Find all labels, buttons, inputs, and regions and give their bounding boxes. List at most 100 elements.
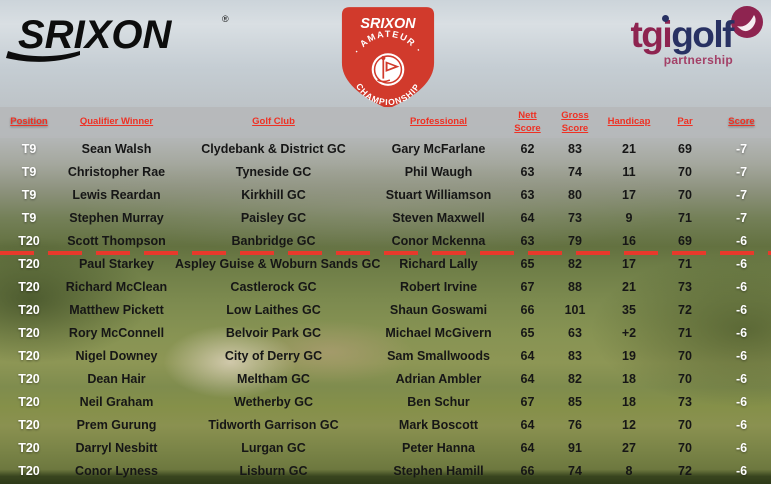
table-row: T20 Richard McClean Castlerock GC Robert Ir… [0,276,771,299]
cell-handicap: 18 [622,372,636,387]
cell-handicap: 35 [622,303,636,318]
tgi-wordmark: tgi golf [630,14,734,55]
cell-winner: Scott Thompson [67,234,166,249]
cell-score: -6 [735,349,748,364]
table-row: T20 Scott Thompson Banbridge GC Conor Mcken… [0,230,771,253]
cell-nett: 65 [520,326,535,341]
cell-club: Tyneside GC [235,165,312,180]
registered-mark: ® [222,14,229,24]
cell-professional: Ben Schur [407,395,470,410]
tgi-ball-icon [731,6,763,38]
cell-club: Paisley GC [240,211,307,226]
cell-professional: Richard Lally [399,257,478,272]
cell-club: Low Laithes GC [226,303,321,318]
cell-position: T20 [18,280,40,295]
table-row: T20 Matthew Pickett Low Laithes GC Shaun Go… [0,299,771,322]
cell-gross: 73 [568,211,582,226]
column-header-nett: Nett Score [514,110,541,134]
cell-professional: Stephen Hamill [393,464,484,479]
cell-winner: Sean Walsh [81,142,152,157]
column-header-score: Score [728,116,755,128]
cell-handicap: 27 [622,441,636,456]
cell-winner: Matthew Pickett [69,303,164,318]
cell-handicap: 9 [625,211,633,226]
cell-gross: 80 [568,188,582,203]
cell-winner: Nigel Downey [75,349,158,364]
cell-position: T9 [21,211,37,226]
cell-professional: Michael McGivern [385,326,492,341]
cell-position: T20 [18,372,40,387]
cell-par: 73 [678,395,692,410]
table-row: T20 Prem Gurung Tidworth Garrison GC Mark B… [0,414,771,437]
column-header-club: Golf Club [252,116,295,128]
cell-position: T20 [18,441,40,456]
cell-gross: 74 [568,464,582,479]
table-row: T20 Dean Hair Meltham GC Adrian Ambler 64 82 1… [0,368,771,391]
table-header-row: Position Qualifier Winner Golf Club Profess… [0,107,771,138]
cell-par: 72 [678,303,692,318]
cell-gross: 85 [568,395,582,410]
cell-handicap: 17 [622,257,636,272]
cell-nett: 63 [520,234,535,249]
table-row: T9 Stephen Murray Paisley GC Steven Maxwell… [0,207,771,230]
cell-professional: Peter Hanna [402,441,475,456]
leaderboard-rows: T9 Sean Walsh Clydebank & District GC Gary … [0,138,771,483]
table-row: T20 Conor Lyness Lisburn GC Stephen Hamill 6… [0,460,771,483]
cell-professional: Phil Waugh [404,165,473,180]
column-header-position: Position [10,116,48,128]
cell-professional: Steven Maxwell [392,211,485,226]
cell-winner: Neil Graham [79,395,154,410]
cell-winner: Conor Lyness [75,464,158,479]
cell-handicap: 18 [622,395,636,410]
cell-professional: Stuart Williamson [385,188,492,203]
cell-nett: 63 [520,165,535,180]
cell-par: 71 [678,257,692,272]
cell-nett: 66 [520,464,535,479]
qualifying-cut-line [0,251,771,255]
srixon-wordmark-text: SRIXON [18,13,172,57]
tgi-golf-logo: tgi golf partnership [573,4,763,82]
table-row: T9 Christopher Rae Tyneside GC Phil Waugh 63… [0,161,771,184]
golf-text: golf [671,14,734,55]
cell-handicap: 21 [622,142,636,157]
cell-club: Castlerock GC [230,280,317,295]
cell-winner: Prem Gurung [76,418,157,433]
cell-winner: Rory McConnell [68,326,165,341]
cell-score: -6 [735,303,748,318]
cell-gross: 76 [568,418,582,433]
table-row: T20 Nigel Downey City of Derry GC Sam Small… [0,345,771,368]
cell-gross: 88 [568,280,582,295]
cell-club: Tidworth Garrison GC [208,418,339,433]
cell-club: Meltham GC [237,372,310,387]
cell-club: Clydebank & District GC [201,142,346,157]
cell-nett: 67 [520,280,535,295]
cell-score: -6 [735,326,748,341]
cell-position: T9 [21,142,37,157]
cell-gross: 83 [568,349,582,364]
cell-position: T20 [18,303,40,318]
cell-position: T20 [18,395,40,410]
cell-gross: 83 [568,142,582,157]
cell-nett: 64 [520,211,535,226]
cell-score: -6 [735,441,748,456]
cell-par: 70 [678,349,692,364]
table-row: T9 Lewis Reardan Kirkhill GC Stuart William… [0,184,771,207]
cell-gross: 101 [564,303,586,318]
cell-nett: 65 [520,257,535,272]
cell-par: 70 [678,188,692,203]
cell-winner: Lewis Reardan [72,188,161,203]
cell-score: -7 [735,165,748,180]
cell-par: 72 [678,464,692,479]
cell-gross: 82 [568,372,582,387]
cell-score: -6 [735,418,748,433]
golf-flag-icon [371,53,405,86]
table-row: T20 Darryl Nesbitt Lurgan GC Peter Hanna 64 9… [0,437,771,460]
cell-professional: Adrian Ambler [395,372,482,387]
column-header-professional: Professional [409,116,468,128]
cell-handicap: +2 [621,326,637,341]
cell-score: -6 [735,464,748,479]
cell-score: -6 [735,280,748,295]
cell-score: -7 [735,142,748,157]
cell-club: City of Derry GC [224,349,323,364]
